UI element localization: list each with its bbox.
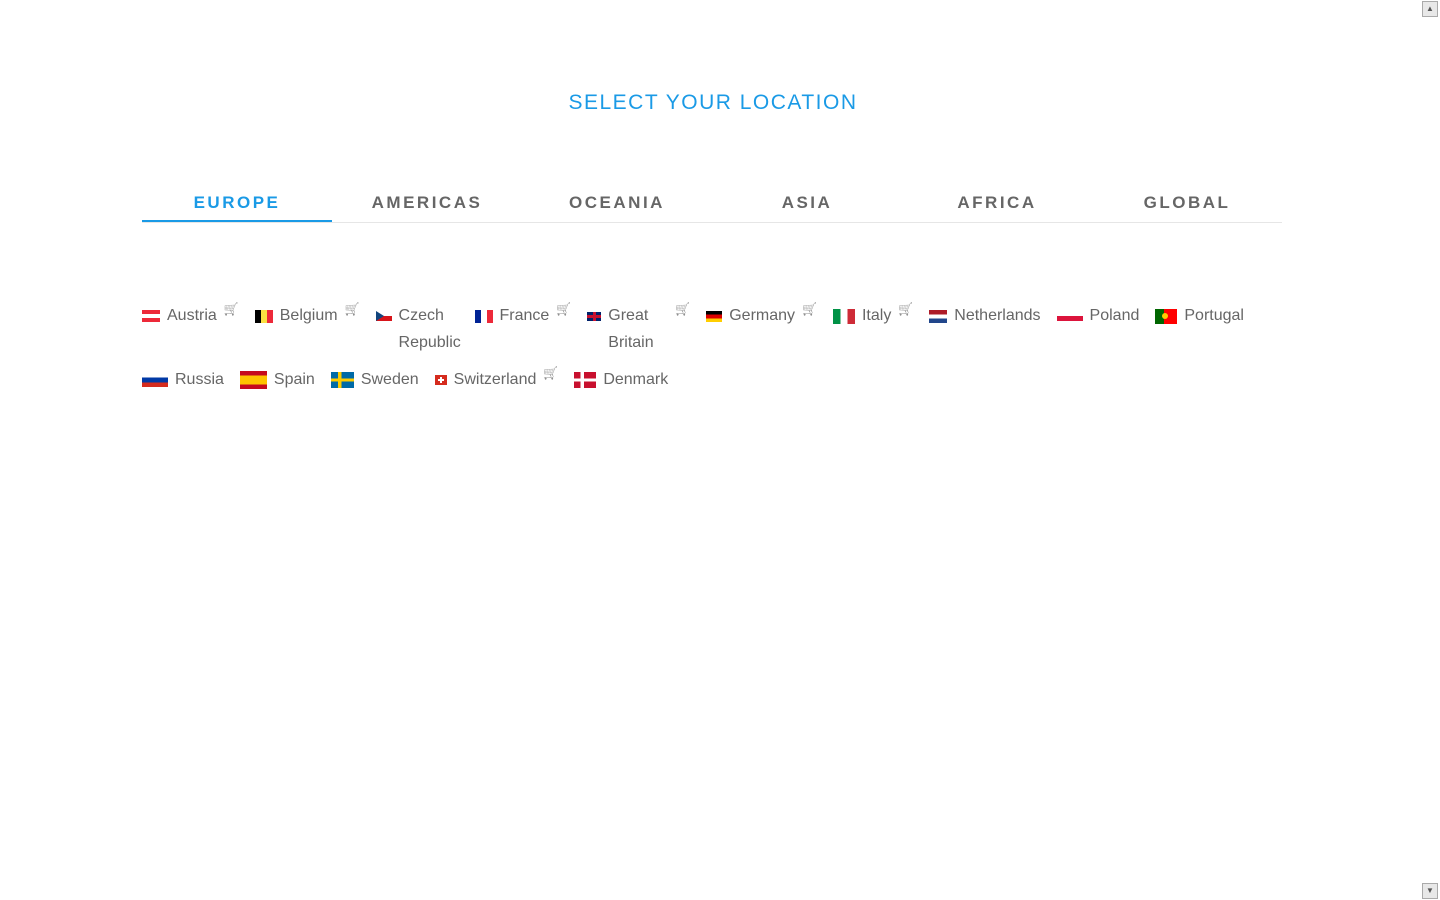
country-name[interactable]: Poland bbox=[1089, 307, 1140, 324]
flag-icon bbox=[587, 311, 602, 321]
country-list: Austria 🛒 Belgium 🛒 Czech Republic France 🛒 Gre… bbox=[142, 302, 1332, 393]
country-name[interactable]: Netherlands bbox=[954, 307, 1041, 324]
shopping-cart-icon[interactable]: 🛒 bbox=[802, 302, 817, 316]
country-item[interactable]: Portugal bbox=[1155, 302, 1244, 329]
flag-icon bbox=[142, 310, 160, 322]
country-name[interactable]: Germany bbox=[729, 307, 796, 324]
country-name[interactable]: Switzerland bbox=[453, 371, 537, 388]
flag-icon bbox=[434, 375, 447, 385]
flag-icon bbox=[239, 371, 267, 389]
flag-icon bbox=[706, 310, 723, 322]
country-item[interactable]: Czech Republic bbox=[375, 302, 461, 356]
flag-icon bbox=[142, 373, 168, 387]
flag-icon bbox=[574, 372, 597, 388]
country-name[interactable]: Austria bbox=[167, 307, 217, 324]
tab-africa[interactable]: AFRICA bbox=[957, 193, 1037, 212]
country-name[interactable]: Denmark bbox=[603, 371, 669, 388]
shopping-cart-icon[interactable]: 🛒 bbox=[556, 302, 572, 316]
flag-icon bbox=[254, 309, 273, 323]
flag-icon bbox=[832, 308, 855, 324]
country-name[interactable]: Italy bbox=[861, 307, 892, 324]
country-item[interactable]: Great Britain 🛒 bbox=[587, 302, 690, 356]
flag-icon bbox=[330, 372, 354, 388]
shopping-cart-icon[interactable]: 🛒 bbox=[223, 302, 239, 316]
tab-asia[interactable]: ASIA bbox=[781, 193, 833, 212]
country-item[interactable]: Germany 🛒 bbox=[706, 302, 817, 329]
country-item[interactable]: Sweden bbox=[330, 366, 419, 393]
flag-icon bbox=[929, 309, 948, 323]
shopping-cart-icon[interactable]: 🛒 bbox=[675, 302, 691, 316]
country-name[interactable]: Belgium bbox=[279, 307, 338, 324]
tab-oceania[interactable]: OCEANIA bbox=[569, 193, 665, 212]
country-name[interactable]: France bbox=[499, 307, 550, 324]
country-name[interactable]: Spain bbox=[273, 371, 315, 388]
flag-icon bbox=[474, 309, 493, 323]
country-item[interactable]: Italy 🛒 bbox=[832, 302, 914, 329]
region-tabs: EUROPE AMERICAS OCEANIA ASIA AFRICA GLOB… bbox=[142, 190, 1282, 223]
country-name[interactable]: Czech Republic bbox=[398, 307, 461, 351]
tab-europe[interactable]: EUROPE bbox=[142, 190, 332, 222]
flag-icon bbox=[375, 311, 392, 321]
country-item[interactable]: Poland bbox=[1056, 302, 1140, 329]
country-name[interactable]: Russia bbox=[175, 371, 224, 388]
country-name[interactable]: Portugal bbox=[1184, 307, 1244, 324]
tab-americas[interactable]: AMERICAS bbox=[371, 193, 483, 212]
flag-icon bbox=[1155, 308, 1178, 324]
shopping-cart-icon[interactable]: 🛒 bbox=[898, 302, 914, 316]
scroll-up-button[interactable]: ▲ bbox=[1422, 1, 1438, 17]
country-name[interactable]: Sweden bbox=[360, 371, 419, 388]
country-item[interactable]: Switzerland 🛒 bbox=[434, 366, 559, 393]
country-name[interactable]: Great Britain bbox=[608, 307, 654, 351]
country-item[interactable]: Spain bbox=[239, 366, 315, 393]
country-item[interactable]: Belgium 🛒 bbox=[254, 302, 360, 329]
page-title: SELECT YOUR LOCATION bbox=[568, 91, 858, 114]
flag-icon bbox=[1056, 311, 1083, 321]
country-item[interactable]: Russia bbox=[142, 366, 224, 393]
country-item[interactable]: Denmark bbox=[574, 366, 668, 393]
scroll-down-button[interactable]: ▼ bbox=[1422, 883, 1438, 899]
shopping-cart-icon[interactable]: 🛒 bbox=[543, 366, 559, 380]
country-item[interactable]: Netherlands bbox=[929, 302, 1041, 329]
country-item[interactable]: Austria 🛒 bbox=[142, 302, 239, 329]
shopping-cart-icon[interactable]: 🛒 bbox=[344, 302, 360, 316]
country-item[interactable]: France 🛒 bbox=[474, 302, 572, 329]
tab-global[interactable]: GLOBAL bbox=[1143, 193, 1231, 212]
